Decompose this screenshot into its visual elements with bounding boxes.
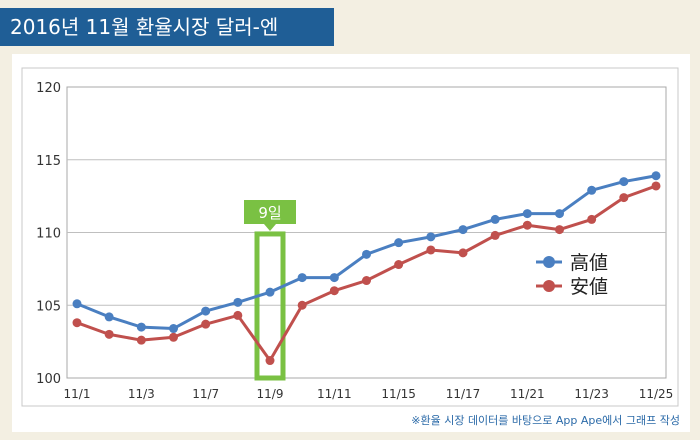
data-point (201, 319, 211, 329)
x-tick-label: 11/11 (317, 387, 352, 401)
legend-label: 安値 (570, 276, 608, 298)
data-point (619, 193, 629, 203)
chart-frame (21, 67, 679, 407)
data-point (458, 225, 468, 235)
data-point (104, 329, 114, 339)
data-point (426, 245, 436, 255)
y-tick-label: 120 (36, 81, 61, 96)
data-point (201, 306, 211, 316)
data-point (394, 260, 404, 270)
data-point (490, 214, 500, 224)
data-point (490, 230, 500, 240)
data-point (555, 225, 564, 235)
data-point (426, 232, 436, 242)
annotation-pointer (264, 224, 276, 231)
data-point (297, 273, 307, 283)
page-title: 2016년 11월 환율시장 달러-엔 (0, 8, 334, 46)
legend-label: 高値 (570, 252, 608, 274)
data-point (587, 214, 597, 224)
data-point (72, 299, 82, 309)
legend-marker (543, 280, 555, 292)
legend-marker (543, 256, 555, 268)
data-point (619, 177, 629, 187)
x-tick-label: 11/3 (128, 387, 155, 401)
data-point (458, 248, 468, 258)
data-point (169, 332, 178, 342)
x-tick-label: 11/23 (574, 387, 609, 401)
data-point (522, 220, 532, 230)
x-tick-label: 11/9 (257, 387, 284, 401)
data-point (522, 209, 532, 219)
data-point (362, 249, 371, 259)
footnote: ※환율 시장 데이터를 바탕으로 App Ape에서 그래프 작성 (411, 414, 680, 427)
data-point (394, 238, 404, 248)
chart-panel: 100 105 110 115 120 11/1 11/3 11/7 11/9 11/11 11/1… (12, 54, 690, 432)
data-point (555, 209, 564, 219)
y-tick-label: 110 (36, 227, 61, 242)
annotation-label: 9일 (258, 204, 281, 222)
x-tick-label: 11/1 (64, 387, 91, 401)
data-point (265, 287, 275, 297)
y-tick-label: 115 (36, 154, 61, 169)
data-point (72, 318, 82, 328)
data-point (265, 356, 275, 366)
line-chart: 100 105 110 115 120 11/1 11/3 11/7 11/9 11/11 11/1… (21, 67, 679, 407)
data-point (651, 181, 661, 191)
data-point (233, 310, 243, 320)
y-tick-label: 100 (36, 372, 61, 387)
annotation-tag (244, 200, 296, 224)
x-tick-label: 11/17 (446, 387, 481, 401)
data-point (136, 322, 146, 332)
data-point (104, 312, 114, 322)
data-point (297, 300, 307, 310)
data-point (362, 276, 371, 286)
x-tick-label: 11/21 (510, 387, 545, 401)
x-tick-label: 11/15 (381, 387, 416, 401)
data-point (233, 297, 243, 307)
data-point (329, 286, 339, 296)
data-point (169, 324, 178, 334)
data-point (651, 171, 661, 181)
x-tick-label: 11/25 (639, 387, 674, 401)
annotation-box (254, 231, 286, 381)
y-tick-label: 105 (36, 299, 61, 314)
data-point (136, 335, 146, 345)
x-tick-label: 11/7 (192, 387, 219, 401)
data-point (329, 273, 339, 283)
data-point (587, 185, 597, 195)
